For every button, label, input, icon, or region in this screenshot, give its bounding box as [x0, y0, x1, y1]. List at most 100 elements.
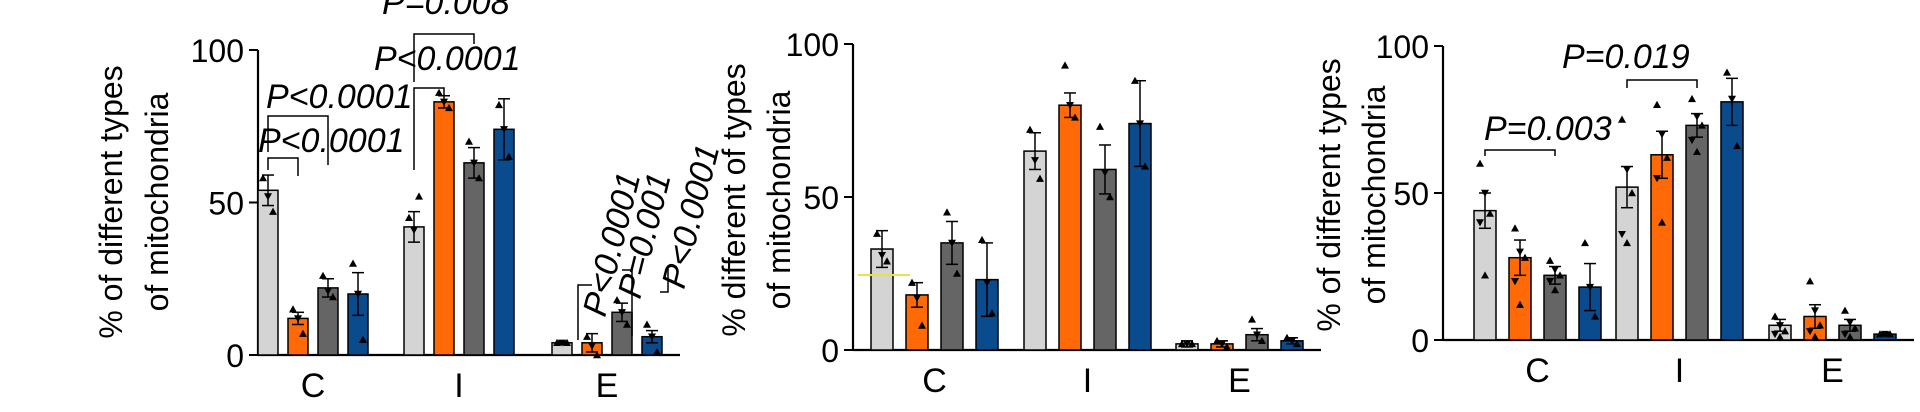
data-point	[943, 208, 951, 216]
data-point	[1511, 224, 1519, 232]
y-tick-label: 0	[1411, 323, 1429, 359]
x-tick-label: C	[301, 367, 326, 405]
data-point	[1188, 339, 1196, 348]
data-point	[324, 287, 332, 295]
data-point	[563, 338, 571, 346]
data-point	[1781, 327, 1789, 335]
data-point	[553, 338, 561, 346]
data-point	[415, 192, 423, 200]
data-point	[588, 342, 596, 350]
data-point	[643, 320, 651, 328]
y-tick-label: 50	[208, 186, 244, 222]
data-point	[913, 294, 921, 302]
data-point	[1218, 340, 1226, 348]
data-point	[1693, 147, 1701, 156]
data-point	[1733, 141, 1741, 150]
data-point	[1586, 283, 1594, 292]
data-point	[953, 269, 961, 277]
chart-panel-2: 0 50 100 % different of types of mitochondri…	[716, 27, 1321, 400]
data-point	[978, 235, 986, 244]
data-point	[1551, 286, 1559, 294]
data-point	[1556, 271, 1564, 279]
data-point	[1728, 95, 1736, 103]
data-point	[883, 257, 891, 265]
data-point	[1811, 333, 1819, 341]
data-point	[1886, 330, 1894, 338]
y-axis-label: of mitochondria	[139, 92, 175, 311]
significance-label: P<0.0001	[258, 122, 405, 160]
data-point	[470, 159, 478, 167]
bar	[1650, 154, 1674, 341]
data-point	[264, 193, 272, 201]
data-point	[1096, 122, 1104, 130]
y-axis-label-line1: % of different types	[1311, 58, 1347, 331]
data-point	[1248, 315, 1256, 323]
data-point	[648, 333, 656, 341]
data-point	[1101, 169, 1109, 177]
significance-label: P=0.019	[1562, 38, 1690, 76]
significance-label: P=0.003	[1484, 110, 1612, 148]
data-point	[1481, 189, 1489, 197]
data-point	[1776, 322, 1784, 330]
data-point	[1183, 340, 1191, 348]
data-point	[1031, 157, 1039, 165]
data-point	[475, 174, 483, 182]
data-point	[593, 351, 601, 359]
data-point	[445, 103, 453, 112]
y-tick-label: 100	[191, 33, 244, 69]
data-point	[1688, 136, 1696, 145]
data-point	[1581, 238, 1589, 247]
data-point	[613, 296, 621, 304]
data-point	[289, 305, 297, 313]
data-point	[1851, 324, 1859, 332]
significance-bracket	[1484, 149, 1556, 156]
y-tick-label: 100	[1376, 29, 1429, 65]
data-point	[405, 213, 413, 221]
data-point	[1846, 333, 1854, 341]
data-point	[1061, 61, 1069, 69]
bar	[1720, 101, 1744, 341]
chart-panel-3: 0 50 100 % of different types of mitochondri…	[1311, 29, 1914, 390]
significance-bracket	[577, 284, 592, 340]
data-point	[1178, 339, 1186, 348]
y-axis-label: of mitochondria	[761, 90, 797, 309]
data-point	[558, 339, 566, 347]
data-point	[653, 347, 661, 356]
data-point	[1881, 330, 1889, 339]
data-point	[1516, 300, 1524, 308]
data-point	[435, 88, 443, 96]
bar	[463, 162, 485, 356]
data-point	[294, 315, 302, 323]
data-point	[1591, 312, 1599, 320]
data-point	[1476, 219, 1484, 227]
data-point	[1036, 174, 1044, 182]
y-axis-label-line2: of mitochondria	[139, 92, 175, 311]
data-point	[500, 126, 508, 134]
data-point	[1846, 319, 1854, 327]
data-point	[1026, 125, 1034, 133]
x-tick-label: E	[1821, 352, 1844, 390]
data-point	[319, 271, 327, 279]
data-point	[1521, 253, 1529, 261]
bar	[1093, 168, 1117, 351]
x-tick-label: I	[454, 367, 463, 405]
data-point	[1486, 209, 1494, 217]
y-axis-label: of mitochondria	[1356, 85, 1392, 304]
data-point	[1223, 342, 1231, 351]
chart-panel-1: 0 50 100 % of different types of mitochondri…	[93, 0, 727, 405]
data-point	[1658, 218, 1666, 226]
data-point	[1293, 339, 1301, 348]
data-point	[1623, 238, 1631, 247]
significance-bracket	[660, 268, 669, 293]
data-point	[465, 137, 473, 145]
data-point	[1816, 321, 1824, 329]
data-point	[1698, 121, 1706, 129]
data-point	[1141, 162, 1149, 170]
data-point	[1876, 330, 1884, 338]
bar	[1615, 186, 1639, 341]
y-axis-label-line2: of mitochondria	[1356, 85, 1392, 304]
data-point	[269, 207, 277, 215]
data-point	[1693, 113, 1701, 121]
data-point	[878, 251, 886, 260]
data-point	[1653, 100, 1661, 108]
